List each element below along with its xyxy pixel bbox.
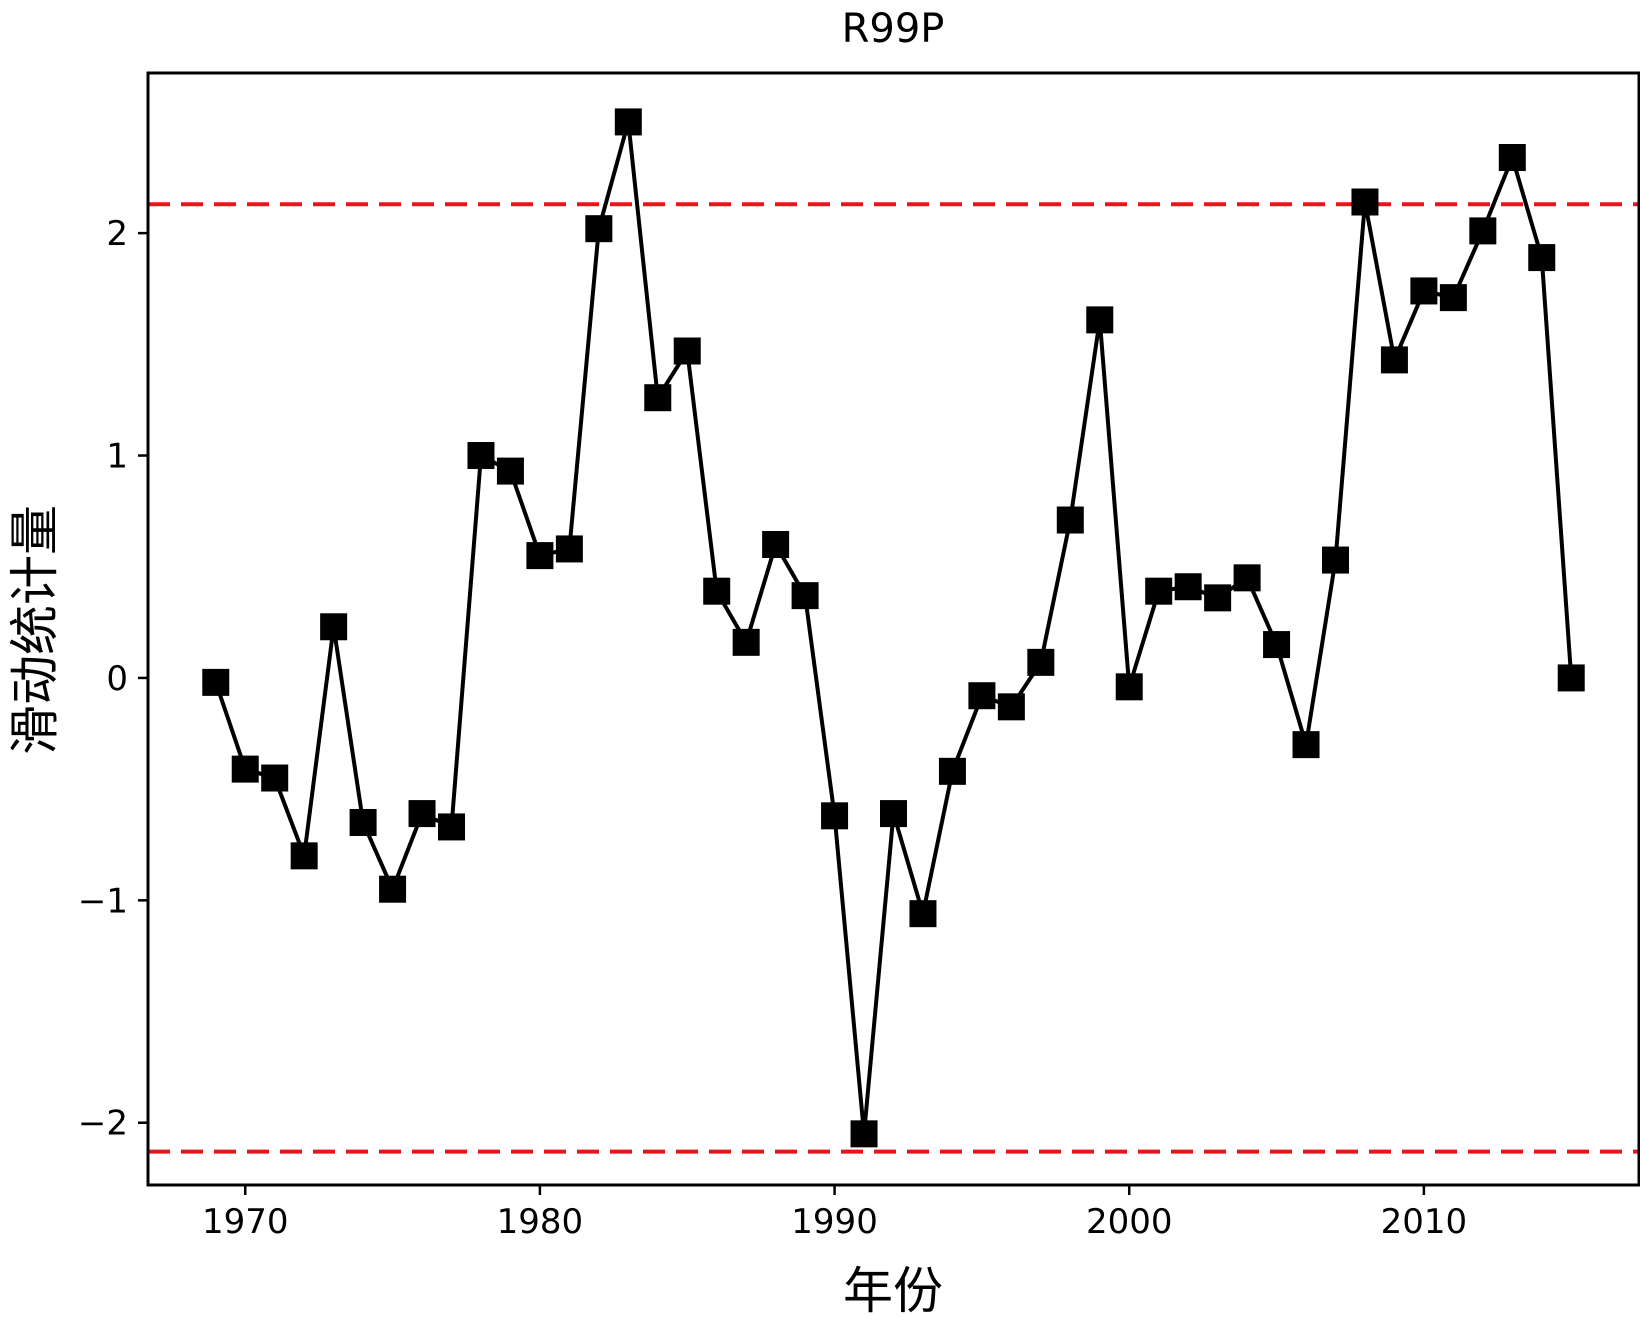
data-point	[231, 755, 259, 783]
data-point	[555, 535, 583, 563]
y-tick-label: −2	[78, 1104, 128, 1144]
data-point	[467, 442, 495, 470]
data-point	[1498, 144, 1526, 172]
data-point	[821, 802, 849, 830]
y-tick-label: −1	[78, 881, 128, 921]
x-tick-label: 2010	[1381, 1202, 1468, 1242]
data-point	[1204, 584, 1232, 612]
data-point	[261, 764, 289, 792]
y-tick-label: 2	[106, 214, 128, 254]
data-point	[791, 582, 819, 610]
data-point	[320, 613, 348, 641]
x-tick-label: 1980	[497, 1202, 584, 1242]
data-point	[408, 800, 436, 828]
y-tick-label: 0	[106, 659, 128, 699]
data-point	[1528, 244, 1556, 272]
y-tick-label: 1	[106, 437, 128, 477]
y-axis-ticks: −2 −1 0 1 2	[78, 214, 148, 1144]
data-point	[850, 1120, 878, 1148]
data-point	[1380, 346, 1408, 374]
x-axis-ticks: 1970 1980 1990 2000 2010	[202, 1185, 1467, 1242]
data-point	[1351, 188, 1379, 216]
data-point	[762, 530, 790, 558]
data-point	[1292, 731, 1320, 759]
data-point	[673, 337, 701, 365]
plot-frame	[146, 71, 1640, 1187]
data-point	[1056, 506, 1084, 534]
data-point	[1439, 284, 1467, 312]
data-point	[938, 757, 966, 785]
data-point	[614, 108, 642, 136]
x-axis-title: 年份	[843, 1262, 943, 1320]
data-point	[202, 668, 230, 696]
y-axis-title: 滑动统计量	[6, 505, 64, 755]
data-point	[526, 542, 554, 570]
x-tick-label: 1970	[202, 1202, 289, 1242]
series-line	[213, 119, 1574, 1136]
data-point	[1086, 306, 1114, 334]
data-point	[1321, 546, 1349, 574]
data-point	[1027, 648, 1055, 676]
data-point	[644, 384, 672, 412]
data-point	[909, 900, 937, 928]
data-point	[290, 842, 318, 870]
data-point	[1174, 573, 1202, 601]
data-point	[585, 215, 613, 243]
data-point	[496, 457, 524, 485]
data-point	[997, 693, 1025, 721]
data-point	[349, 808, 377, 836]
data-point	[732, 628, 760, 656]
x-tick-label: 1990	[791, 1202, 878, 1242]
data-point	[438, 813, 466, 841]
data-point	[1115, 673, 1143, 701]
data-point	[968, 682, 996, 710]
data-point	[1233, 564, 1261, 592]
data-point	[1263, 631, 1291, 659]
data-point	[1145, 577, 1173, 605]
chart-title: R99P	[842, 6, 945, 52]
data-point	[1557, 664, 1585, 692]
data-point	[1410, 277, 1438, 305]
data-point	[703, 577, 731, 605]
plot-layer	[148, 108, 1639, 1154]
data-point	[880, 800, 907, 828]
x-tick-label: 2000	[1086, 1202, 1173, 1242]
data-point	[379, 875, 407, 903]
data-point	[1469, 217, 1497, 245]
